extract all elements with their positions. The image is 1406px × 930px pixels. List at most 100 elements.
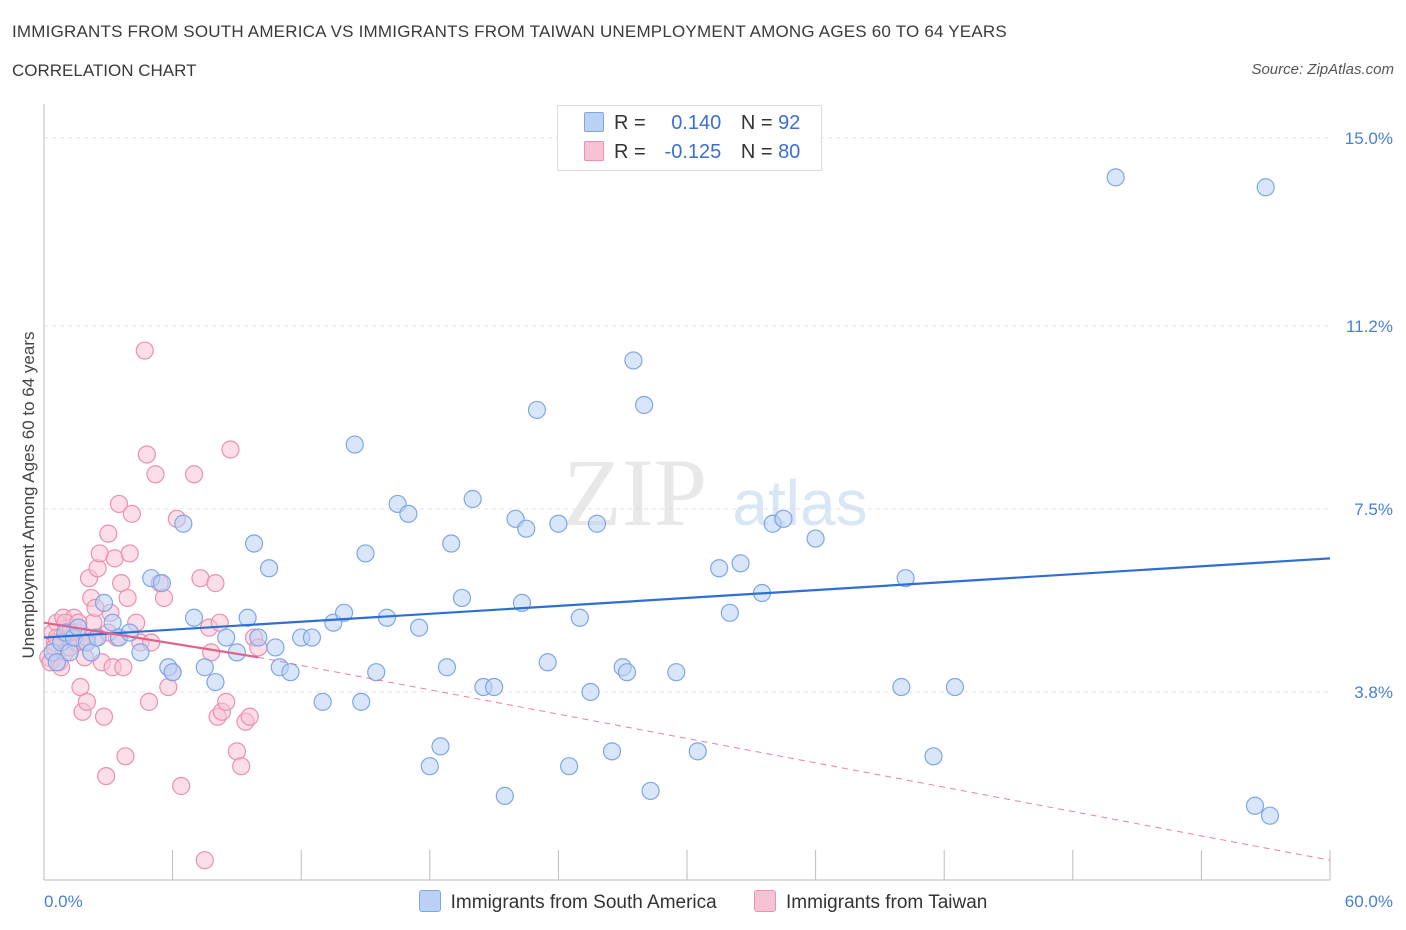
south-america-point-37 xyxy=(345,435,364,454)
taiwan-point-41 xyxy=(135,341,154,360)
trend-line-taiwan xyxy=(43,621,259,659)
south-america-point-28 xyxy=(259,559,279,578)
south-america-point-61 xyxy=(570,608,589,627)
legend-r-label: R = xyxy=(614,112,646,134)
legend-n-value: 92 xyxy=(778,112,801,134)
south-america-point-47 xyxy=(437,658,457,677)
taiwan-point-27 xyxy=(99,524,118,543)
y-tick-label-1: 7.5% xyxy=(1354,500,1393,519)
taiwan-point-38 xyxy=(122,504,141,523)
south-america-point-78 xyxy=(806,529,825,548)
source-label: Source: ZipAtlas.com xyxy=(1251,61,1394,78)
south-america-point-67 xyxy=(624,351,643,370)
south-america-point-70 xyxy=(667,663,686,682)
south-america-point-86 xyxy=(1260,806,1280,825)
taiwan-point-51 xyxy=(172,776,191,796)
south-america-point-22 xyxy=(206,672,225,692)
series-south-america-points xyxy=(43,168,1280,825)
svg-text:atlas: atlas xyxy=(732,467,867,539)
legend-swatch-pink xyxy=(584,141,604,161)
south-america-point-81 xyxy=(924,747,943,766)
taiwan-point-25 xyxy=(94,707,114,726)
south-america-point-23 xyxy=(217,628,236,647)
south-america-point-82 xyxy=(945,677,965,697)
legend-label-taiwan: Immigrants from Taiwan xyxy=(786,892,988,913)
series-taiwan-points xyxy=(39,341,268,870)
south-america-point-39 xyxy=(356,544,375,563)
chart-subtitle: CORRELATION CHART xyxy=(12,61,197,80)
legend-swatch-blue xyxy=(584,112,604,132)
taiwan-point-61 xyxy=(217,692,236,711)
south-america-point-16 xyxy=(152,574,171,593)
south-america-point-14 xyxy=(131,643,150,662)
y-tick-label-0: 3.8% xyxy=(1354,683,1393,702)
taiwan-point-37 xyxy=(120,544,139,563)
south-america-point-27 xyxy=(249,628,268,647)
taiwan-point-53 xyxy=(191,569,210,588)
legend-r-value: 0.140 xyxy=(671,112,722,134)
taiwan-point-23 xyxy=(90,544,109,563)
south-america-point-68 xyxy=(635,395,654,415)
x-tick-labels: 0.0% 60.0% xyxy=(44,892,1393,911)
south-america-point-49 xyxy=(452,588,472,608)
south-america-point-53 xyxy=(495,786,514,805)
south-america-point-59 xyxy=(549,514,568,533)
south-america-point-58 xyxy=(538,653,557,672)
south-america-point-63 xyxy=(587,514,607,533)
legend-item-south-america: Immigrants from South America xyxy=(418,890,717,914)
south-america-point-25 xyxy=(238,608,257,627)
taiwan-point-47 xyxy=(154,588,174,608)
south-america-point-77 xyxy=(774,509,793,528)
taiwan-point-17 xyxy=(77,692,96,711)
taiwan-point-22 xyxy=(88,559,107,578)
south-america-point-48 xyxy=(442,534,461,553)
south-america-point-73 xyxy=(720,603,739,622)
y-tick-label-3: 15.0% xyxy=(1345,129,1393,148)
south-america-point-84 xyxy=(1256,178,1275,197)
correlation-legend: R = 0.140 N = 92 R = -0.125 N = 80 xyxy=(557,105,822,171)
taiwan-point-30 xyxy=(105,549,124,568)
y-axis-label: Unemployment Among Ages 60 to 64 years xyxy=(19,332,38,659)
chart-title: IMMIGRANTS FROM SOUTH AMERICA VS IMMIGRA… xyxy=(12,22,1007,41)
south-america-point-80 xyxy=(896,569,915,588)
south-america-point-74 xyxy=(731,554,750,573)
taiwan-point-64 xyxy=(232,757,251,776)
y-tick-label-2: 11.2% xyxy=(1346,317,1393,336)
south-america-point-46 xyxy=(431,737,450,756)
taiwan-point-62 xyxy=(221,440,240,459)
south-america-point-26 xyxy=(244,534,264,553)
south-america-point-18 xyxy=(163,663,182,682)
taiwan-point-54 xyxy=(195,851,214,870)
legend-r-label: R = xyxy=(614,141,646,163)
taiwan-point-45 xyxy=(146,465,165,484)
south-america-point-50 xyxy=(463,489,482,509)
legend-swatch-pink xyxy=(754,890,777,912)
south-america-point-40 xyxy=(367,663,386,682)
legend-n-label: N = xyxy=(740,112,773,134)
legend-item-taiwan: Immigrants from Taiwan xyxy=(754,890,987,914)
axes xyxy=(43,104,1331,881)
taiwan-point-43 xyxy=(139,692,159,711)
legend-swatch-blue xyxy=(418,890,441,912)
legend-r-value: -0.125 xyxy=(664,141,722,163)
svg-text:ZIP: ZIP xyxy=(563,439,707,546)
legend-row-taiwan: R = -0.125 N = 80 xyxy=(584,141,800,164)
south-america-point-33 xyxy=(302,628,322,647)
south-america-point-62 xyxy=(581,682,600,702)
taiwan-point-52 xyxy=(184,465,204,484)
trend-line-taiwan-extension xyxy=(258,656,1331,861)
south-america-point-36 xyxy=(334,603,354,622)
south-america-point-60 xyxy=(560,757,579,776)
south-america-point-43 xyxy=(399,504,418,523)
south-america-point-69 xyxy=(641,781,660,801)
south-america-point-83 xyxy=(1106,168,1125,187)
legend-row-south-america: R = 0.140 N = 92 xyxy=(584,112,800,135)
taiwan-point-35 xyxy=(116,747,135,766)
legend-n-value: 80 xyxy=(778,141,801,163)
south-america-point-31 xyxy=(281,663,300,682)
south-america-point-34 xyxy=(313,692,332,711)
taiwan-point-34 xyxy=(114,658,133,677)
taiwan-point-32 xyxy=(109,494,129,514)
south-america-point-38 xyxy=(352,692,371,711)
